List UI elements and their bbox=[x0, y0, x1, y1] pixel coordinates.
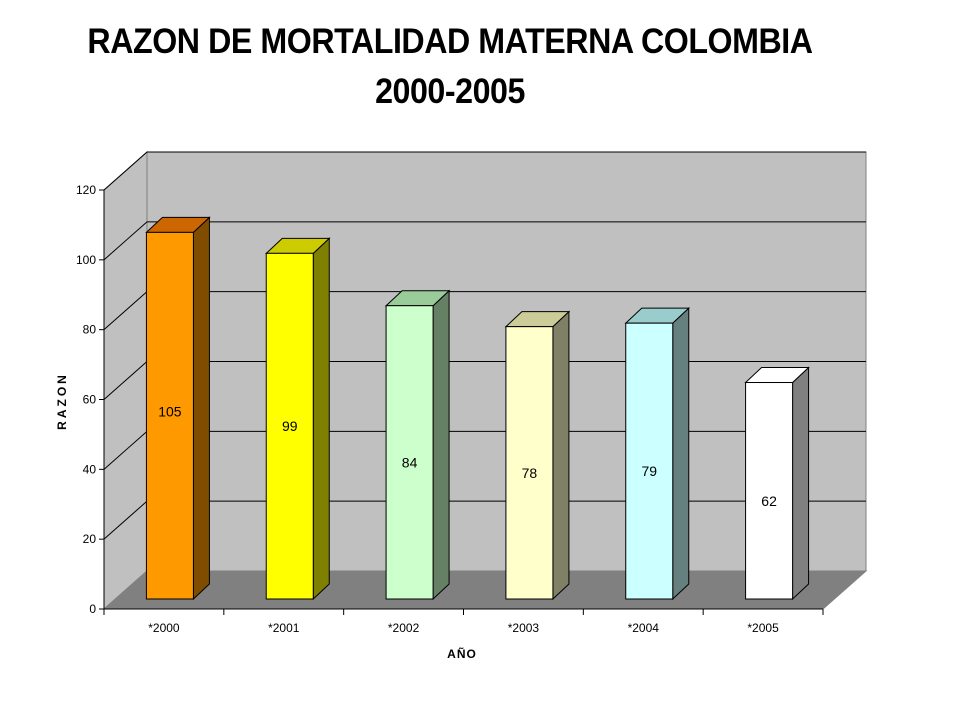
bar-side bbox=[552, 310, 570, 601]
gridline bbox=[103, 221, 866, 261]
bar-front bbox=[265, 252, 314, 600]
y-tick-label: 40 bbox=[83, 462, 97, 476]
bar: 62 bbox=[744, 366, 810, 601]
bar-front bbox=[745, 382, 794, 600]
bar: 99 bbox=[264, 237, 331, 601]
y-axis-label: RAZON bbox=[55, 372, 69, 430]
data-label: 84 bbox=[402, 454, 418, 470]
x-tick-label: *2003 bbox=[508, 621, 540, 635]
x-tick-label: *2001 bbox=[268, 621, 300, 635]
bar: 78 bbox=[504, 310, 571, 601]
y-tick-label: 80 bbox=[83, 323, 97, 337]
bar-front bbox=[505, 326, 554, 600]
bar-side bbox=[432, 289, 450, 601]
y-tick-label: 0 bbox=[89, 602, 96, 616]
x-axis-label: AÑO bbox=[447, 646, 477, 661]
data-label: 62 bbox=[761, 493, 777, 509]
x-tick-label: *2004 bbox=[628, 621, 660, 635]
x-tick-label: *2005 bbox=[747, 621, 779, 635]
axes bbox=[99, 189, 824, 615]
chart-title: RAZON DE MORTALIDAD MATERNA COLOMBIA bbox=[87, 22, 813, 61]
bar: 84 bbox=[384, 289, 451, 601]
bar-front bbox=[145, 231, 194, 600]
bar: 79 bbox=[624, 307, 691, 601]
bar-side bbox=[672, 307, 690, 601]
tick-labels: 0 20 40 60 80 100 120 *2000 *2001 *2002 *2003 *2004… bbox=[76, 183, 779, 635]
x-tick-label: *2002 bbox=[388, 621, 420, 635]
data-label: 78 bbox=[522, 465, 538, 481]
bar-front bbox=[385, 305, 434, 600]
bar-side bbox=[312, 237, 330, 601]
y-tick-label: 20 bbox=[83, 532, 97, 546]
bar: 105 bbox=[145, 216, 211, 601]
bar-side bbox=[792, 366, 810, 601]
data-label: 105 bbox=[158, 404, 182, 420]
bar-side bbox=[192, 216, 210, 601]
bar-front bbox=[625, 322, 674, 600]
x-tick-label: *2000 bbox=[148, 621, 180, 635]
data-label: 99 bbox=[282, 418, 298, 434]
y-tick-label: 60 bbox=[83, 393, 97, 407]
y-tick-label: 120 bbox=[76, 183, 96, 197]
y-tick-label: 100 bbox=[76, 253, 96, 267]
gridline bbox=[103, 151, 866, 191]
chart-subtitle: 2000-2005 bbox=[375, 72, 525, 111]
data-label: 79 bbox=[641, 463, 657, 479]
bars: 105 99 84 78 79 62 bbox=[145, 216, 810, 601]
